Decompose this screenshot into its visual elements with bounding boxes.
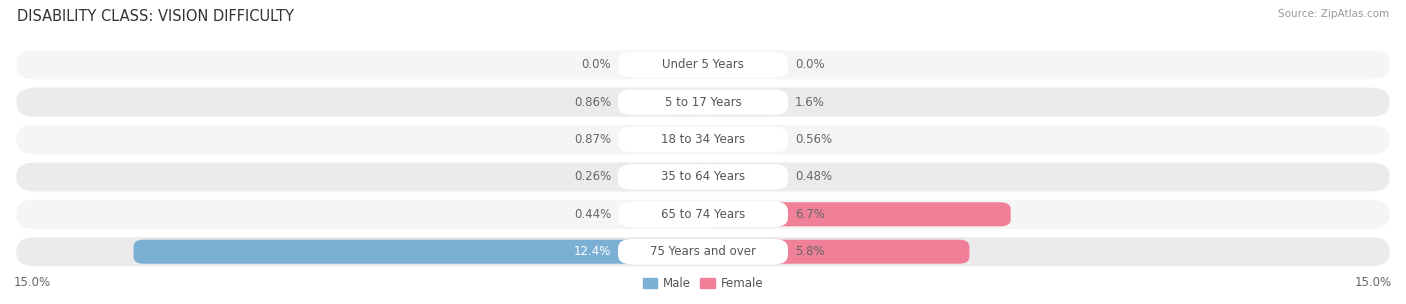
Text: 15.0%: 15.0%	[1355, 276, 1392, 289]
FancyBboxPatch shape	[619, 52, 787, 78]
FancyBboxPatch shape	[619, 239, 787, 264]
FancyBboxPatch shape	[17, 88, 1389, 117]
Text: 0.56%: 0.56%	[794, 133, 832, 146]
FancyBboxPatch shape	[17, 200, 1389, 229]
Text: Under 5 Years: Under 5 Years	[662, 58, 744, 71]
Text: 12.4%: 12.4%	[574, 245, 612, 258]
Text: 0.26%: 0.26%	[574, 171, 612, 183]
FancyBboxPatch shape	[692, 165, 703, 189]
FancyBboxPatch shape	[703, 165, 725, 189]
Text: 0.87%: 0.87%	[574, 133, 612, 146]
FancyBboxPatch shape	[17, 162, 1389, 192]
Text: 0.0%: 0.0%	[582, 58, 612, 71]
Text: 75 Years and over: 75 Years and over	[650, 245, 756, 258]
FancyBboxPatch shape	[619, 202, 787, 227]
FancyBboxPatch shape	[17, 125, 1389, 154]
Text: DISABILITY CLASS: VISION DIFFICULTY: DISABILITY CLASS: VISION DIFFICULTY	[17, 9, 294, 24]
Text: 0.86%: 0.86%	[574, 96, 612, 109]
FancyBboxPatch shape	[619, 89, 787, 115]
Text: 1.6%: 1.6%	[794, 96, 825, 109]
FancyBboxPatch shape	[17, 237, 1389, 266]
FancyBboxPatch shape	[619, 127, 787, 152]
Text: 0.48%: 0.48%	[794, 171, 832, 183]
FancyBboxPatch shape	[664, 90, 703, 114]
FancyBboxPatch shape	[703, 127, 728, 152]
FancyBboxPatch shape	[134, 240, 703, 264]
Text: 0.44%: 0.44%	[574, 208, 612, 221]
FancyBboxPatch shape	[703, 202, 1011, 226]
FancyBboxPatch shape	[17, 50, 1389, 79]
Text: 65 to 74 Years: 65 to 74 Years	[661, 208, 745, 221]
FancyBboxPatch shape	[683, 202, 703, 226]
FancyBboxPatch shape	[664, 127, 703, 152]
Text: 35 to 64 Years: 35 to 64 Years	[661, 171, 745, 183]
FancyBboxPatch shape	[619, 164, 787, 190]
FancyBboxPatch shape	[703, 90, 776, 114]
Text: 15.0%: 15.0%	[14, 276, 51, 289]
Text: 5.8%: 5.8%	[794, 245, 824, 258]
Text: 18 to 34 Years: 18 to 34 Years	[661, 133, 745, 146]
Legend: Male, Female: Male, Female	[638, 273, 768, 295]
Text: 5 to 17 Years: 5 to 17 Years	[665, 96, 741, 109]
Text: 6.7%: 6.7%	[794, 208, 825, 221]
FancyBboxPatch shape	[703, 240, 969, 264]
Text: 0.0%: 0.0%	[794, 58, 824, 71]
Text: Source: ZipAtlas.com: Source: ZipAtlas.com	[1278, 9, 1389, 19]
